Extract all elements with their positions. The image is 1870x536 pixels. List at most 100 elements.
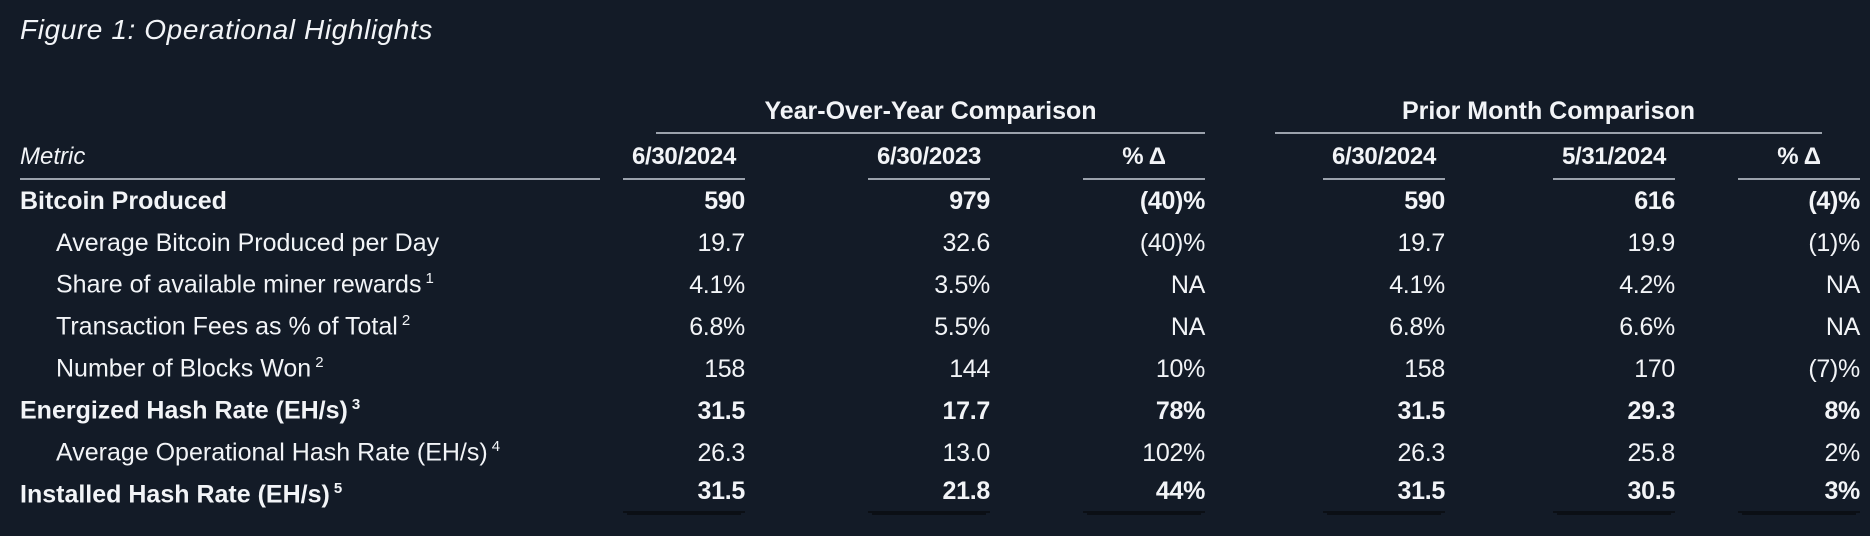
metric-label: Bitcoin Produced <box>20 186 227 215</box>
value-cell: NA <box>1675 271 1860 300</box>
value-cell: 29.3 <box>1445 396 1676 426</box>
value-cell: 144 <box>745 355 990 384</box>
table-row: Transaction Fees as % of Total 2 6.8% 5.5% N… <box>20 306 1860 348</box>
value-text: 26.3 <box>1397 438 1446 467</box>
value-text: (1)% <box>1808 228 1860 257</box>
metric-label: Installed Hash Rate (EH/s) 5 <box>20 480 343 509</box>
value-cell: 6.6% <box>1445 313 1675 342</box>
table-row: Energized Hash Rate (EH/s) 3 31.5 17.7 78% 31… <box>20 390 1860 432</box>
value-text: 4.1% <box>1389 270 1445 299</box>
value-text: 30.5 <box>1553 477 1675 513</box>
column-header-row: Metric 6/30/2024 6/30/2023 % Δ 6/30/2024… <box>20 134 1860 180</box>
pm-percent-delta-header: % Δ <box>1738 143 1860 180</box>
value-cell: 590 <box>1230 187 1445 216</box>
footnote-marker: 2 <box>401 312 411 330</box>
value-text: NA <box>1170 312 1205 341</box>
value-text: 6.6% <box>1619 312 1675 341</box>
value-cell: 170 <box>1445 355 1675 384</box>
value-cell: 13.0 <box>745 439 991 468</box>
value-cell: 4.2% <box>1445 271 1675 300</box>
metric-label: Average Bitcoin Produced per Day <box>56 228 440 257</box>
value-cell: 10% <box>990 355 1205 384</box>
value-cell: 158 <box>1230 355 1445 384</box>
value-cell: NA <box>1675 313 1860 342</box>
value-text: 19.7 <box>1397 228 1446 257</box>
value-cell: 31.5 <box>600 477 745 513</box>
metric-label: Energized Hash Rate (EH/s) 3 <box>20 396 361 425</box>
value-text: 17.7 <box>942 396 991 425</box>
value-cell: (40)% <box>990 187 1205 216</box>
value-cell: 8% <box>1675 397 1860 426</box>
footnote-marker: 2 <box>315 354 324 372</box>
value-text: (40)% <box>1139 228 1205 257</box>
value-cell: 5.5% <box>745 313 990 342</box>
value-cell: 31.5 <box>600 397 746 426</box>
value-text: 31.5 <box>1397 396 1446 425</box>
footnote-marker: 3 <box>351 396 361 414</box>
value-cell: 979 <box>745 187 990 216</box>
table-row: Installed Hash Rate (EH/s) 5 31.5 21.8 44% 31… <box>20 474 1860 516</box>
footnote-marker: 1 <box>425 270 434 288</box>
value-cell: 4.1% <box>1230 271 1445 300</box>
metric-column-header: Metric <box>20 143 600 180</box>
value-cell: 102% <box>990 439 1205 468</box>
metric-label: Transaction Fees as % of Total 2 <box>56 312 411 341</box>
value-text: 29.3 <box>1627 396 1676 425</box>
metric-label: Number of Blocks Won 2 <box>56 354 324 383</box>
value-cell: (4)% <box>1675 187 1860 216</box>
table-row: Number of Blocks Won 2 158 144 10% 158 170 (7)% <box>20 348 1860 390</box>
value-cell: 44% <box>990 477 1205 513</box>
value-text: NA <box>1825 312 1860 341</box>
group-header-row: Year-Over-Year Comparison Prior Month Co… <box>20 86 1860 134</box>
yoy-percent-delta-header: % Δ <box>1083 143 1205 180</box>
value-text: 6.8% <box>1389 312 1445 341</box>
value-text: 25.8 <box>1627 438 1676 467</box>
value-cell: 32.6 <box>745 229 991 258</box>
value-cell: 17.7 <box>745 396 991 426</box>
yoy-delta-header-cell: % Δ <box>990 134 1205 180</box>
value-text: 31.5 <box>623 477 745 513</box>
metric-label: Share of available miner rewards 1 <box>56 270 434 299</box>
value-text: 31.5 <box>1323 477 1445 513</box>
value-text: 2% <box>1824 438 1860 467</box>
value-text: (40)% <box>1139 186 1205 215</box>
value-cell: 31.5 <box>1230 477 1445 513</box>
value-text: 3.5% <box>934 270 990 299</box>
value-cell: 19.7 <box>600 228 746 258</box>
value-cell: 31.5 <box>1230 396 1446 426</box>
value-cell: 2% <box>1675 439 1860 468</box>
value-text: 44% <box>1083 477 1205 513</box>
value-text: 979 <box>949 186 990 215</box>
value-text: 4.1% <box>689 270 745 299</box>
value-text: 5.5% <box>934 312 990 341</box>
pm-date-header-cell: 5/31/2024 <box>1445 134 1675 180</box>
operational-highlights-table: Year-Over-Year Comparison Prior Month Co… <box>20 86 1860 516</box>
group-header-prior-month: Prior Month Comparison <box>1275 97 1822 134</box>
value-text: (4)% <box>1808 186 1860 215</box>
value-cell: NA <box>990 313 1205 342</box>
footnote-marker: 4 <box>491 438 501 456</box>
value-cell: 590 <box>600 187 745 216</box>
metric-column-header-cell: Metric <box>20 134 600 180</box>
value-text: 19.7 <box>697 228 746 257</box>
footnote-marker: 5 <box>333 480 343 498</box>
value-text: (7)% <box>1808 354 1860 383</box>
value-text: 144 <box>949 354 990 383</box>
yoy-date-header-cell: 6/30/2023 <box>745 134 990 180</box>
value-cell: 21.8 <box>745 477 990 513</box>
value-text: 3% <box>1738 477 1860 513</box>
value-cell: 25.8 <box>1445 438 1676 468</box>
pm-current-date-header: 6/30/2024 <box>1323 143 1445 180</box>
value-text: NA <box>1825 270 1860 299</box>
value-text: 6.8% <box>689 312 745 341</box>
value-text: 4.2% <box>1619 270 1675 299</box>
pm-delta-header-cell: % Δ <box>1675 134 1860 180</box>
value-text: 78% <box>1155 396 1205 425</box>
value-cell: 6.8% <box>600 313 745 342</box>
value-cell: 26.3 <box>600 439 746 468</box>
table-row: Share of available miner rewards 1 4.1% 3.5… <box>20 264 1860 306</box>
value-cell: 4.1% <box>600 271 745 300</box>
group-header-year-over-year: Year-Over-Year Comparison <box>656 97 1205 134</box>
value-text: 590 <box>1404 186 1445 215</box>
